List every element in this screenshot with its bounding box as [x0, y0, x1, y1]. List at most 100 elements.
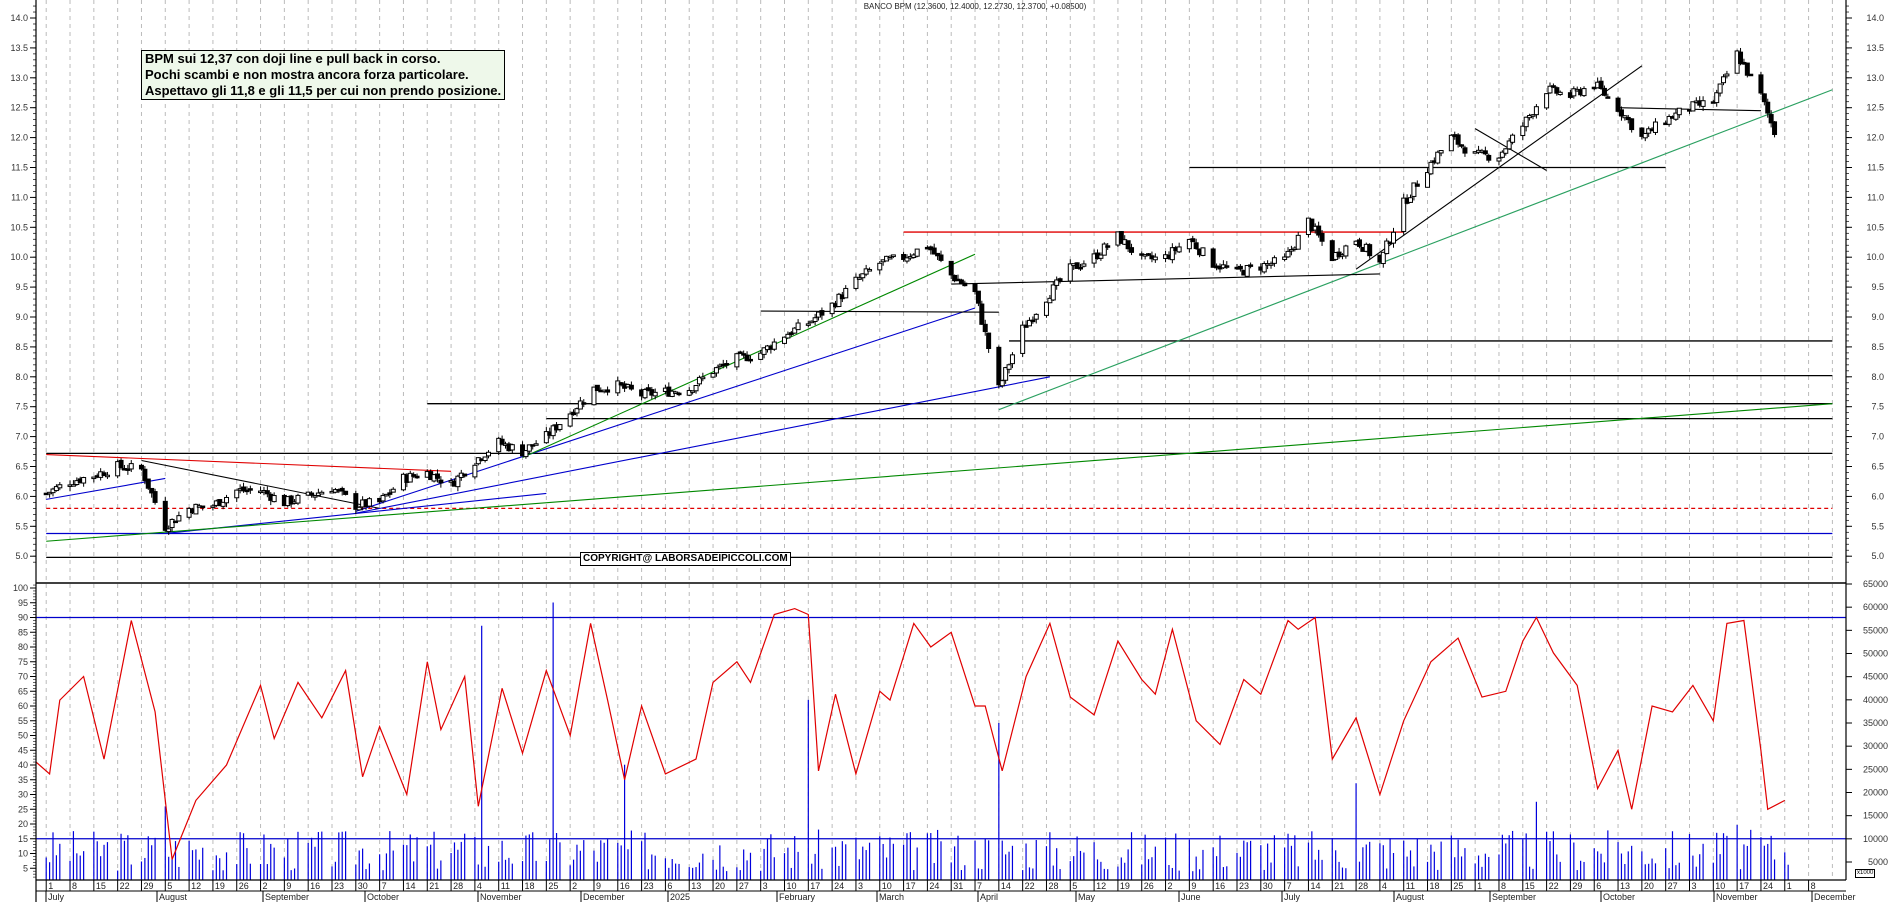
candle-body	[737, 351, 743, 354]
candle-body	[696, 376, 702, 385]
osc-tick-label: 100	[13, 583, 28, 593]
x-tick-label: 28	[1048, 881, 1058, 891]
candle-body	[1425, 172, 1431, 188]
candle-body	[115, 461, 121, 477]
candle-body	[353, 493, 359, 510]
candle-body	[533, 443, 539, 446]
candle-body	[1557, 91, 1563, 96]
candle-body	[152, 491, 158, 503]
candle-body	[339, 487, 345, 492]
candle-body	[210, 505, 216, 508]
price-tick-label: 9.0	[15, 312, 28, 322]
candle-body	[1639, 127, 1645, 137]
candle-body	[996, 346, 1002, 386]
candle-body	[1020, 324, 1026, 354]
candle-body	[1050, 284, 1056, 301]
candle-body	[224, 496, 230, 504]
candle-body	[312, 495, 318, 498]
candle-body	[700, 376, 706, 380]
x-tick-label: 18	[1430, 881, 1440, 891]
candle-body	[523, 450, 529, 458]
price-tick-label: 6.0	[15, 491, 28, 501]
price-tick-label: 6.5	[15, 462, 28, 472]
candle-body	[1295, 234, 1301, 250]
candle-body	[244, 489, 250, 493]
candle-body	[1054, 279, 1060, 286]
candle-body	[686, 389, 692, 396]
candle-body	[172, 520, 178, 524]
candle-body	[805, 323, 811, 326]
candle-body	[1700, 100, 1706, 107]
candle-body	[1550, 85, 1556, 88]
x-tick-label: 24	[1763, 881, 1773, 891]
candle-body	[1642, 133, 1648, 139]
oscillator-bands	[36, 616, 1846, 840]
candle-body	[1030, 319, 1036, 323]
x-tick-label: 16	[310, 881, 320, 891]
vol-tick-label: 45000	[1863, 672, 1888, 682]
candle-body	[938, 254, 944, 261]
candle-body	[1721, 76, 1727, 84]
month-label: July	[48, 892, 65, 902]
candle-body	[101, 472, 107, 477]
month-label: October	[1603, 892, 1635, 902]
candle-body	[57, 484, 63, 489]
price-tick-label: 6.5	[1871, 462, 1884, 472]
osc-tick-label: 15	[18, 834, 28, 844]
price-tick-label: 7.0	[1871, 432, 1884, 442]
candle-body	[162, 500, 168, 531]
candle-body	[247, 488, 253, 491]
x-tick-label: 16	[620, 881, 630, 891]
candle-body	[615, 380, 621, 394]
price-tick-label: 13.5	[1866, 43, 1884, 53]
candle-body	[1047, 297, 1053, 304]
candle-body	[836, 293, 842, 307]
price-tick-label: 13.5	[10, 43, 28, 53]
candle-body	[1448, 134, 1454, 152]
candle-body	[91, 476, 97, 480]
price-tick-label: 10.0	[1866, 252, 1884, 262]
month-label: 2025	[670, 892, 690, 902]
candle-body	[407, 472, 413, 483]
x-tick-label: 8	[72, 881, 77, 891]
candle-body	[1067, 263, 1073, 282]
candle-body	[104, 474, 110, 478]
candle-body	[1414, 183, 1420, 187]
month-label: August	[159, 892, 188, 902]
candle-body	[795, 322, 801, 331]
candle-body	[1547, 85, 1553, 94]
candle-body	[591, 386, 597, 406]
candle-body	[1622, 115, 1628, 119]
candle-body	[931, 247, 937, 255]
candle-body	[1503, 148, 1509, 154]
price-tick-label: 12.0	[10, 133, 28, 143]
candle-body	[843, 287, 849, 299]
candle-body	[1506, 140, 1512, 150]
candle-body	[1738, 51, 1744, 64]
vol-tick-label: 30000	[1863, 741, 1888, 751]
x-tick-label: 11	[501, 881, 510, 891]
candle-body	[1533, 106, 1539, 116]
candle-body	[1748, 73, 1754, 77]
candle-body	[1285, 250, 1291, 258]
chart-title-text: BANCO BPM (12.3600, 12.4000, 12.2730, 12…	[863, 2, 1087, 11]
candle-body	[383, 493, 389, 497]
candle-body	[574, 408, 580, 414]
candle-body	[741, 353, 747, 356]
candle-body	[1523, 116, 1529, 128]
trendline	[141, 459, 380, 509]
month-label: September	[265, 892, 309, 902]
note-line-3: Aspettavo gli 11,8 e gli 11,5 per cui no…	[145, 83, 502, 98]
candle-body	[264, 490, 270, 495]
x-tick-label: 17	[1739, 881, 1749, 891]
x-tick-label: 5	[167, 881, 172, 891]
candle-body	[1401, 197, 1407, 232]
candle-body	[710, 373, 716, 378]
price-tick-label: 13.0	[1866, 73, 1884, 83]
candle-body	[1316, 225, 1322, 236]
candle-body	[785, 333, 791, 339]
x-tick-label: 23	[1239, 881, 1249, 891]
x-tick-label: 22	[1025, 881, 1035, 891]
x-tick-label: 2	[1168, 881, 1173, 891]
candle-body	[1074, 262, 1080, 269]
